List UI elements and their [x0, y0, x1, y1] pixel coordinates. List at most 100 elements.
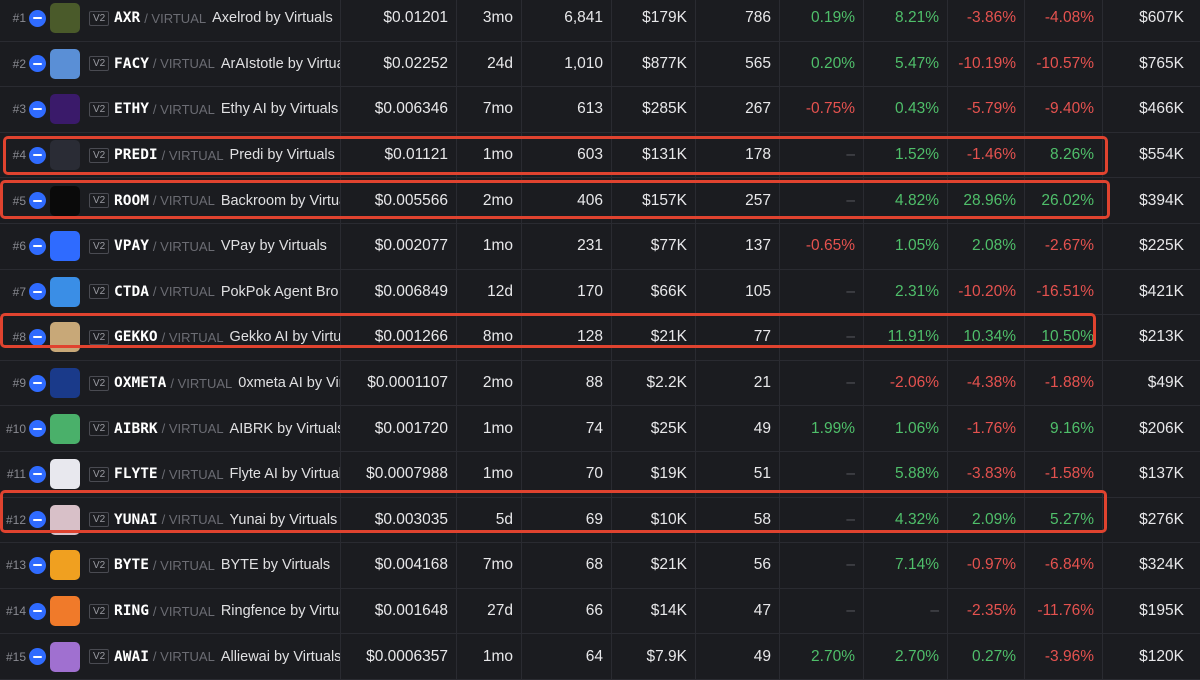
token-symbol: OXMETA	[114, 375, 167, 392]
txns-cell: 70	[585, 465, 603, 483]
makers-cell: 21	[753, 374, 771, 392]
change-5m-cell: –	[846, 328, 855, 346]
table-row[interactable]: #10 V2 AIBRK / VIRTUAL AIBRK by Virtuals…	[0, 406, 1200, 452]
change-5m-cell: –	[846, 146, 855, 164]
chain-icon	[29, 178, 46, 223]
table-row[interactable]: #11 V2 FLYTE / VIRTUAL Flyte AI by Virtu…	[0, 451, 1200, 498]
table-row[interactable]: #12 V2 YUNAI / VIRTUAL Yunai by Virtuals…	[0, 497, 1200, 544]
token-logo	[50, 634, 80, 679]
token-name-cell[interactable]: GEKKO / VIRTUAL Gekko AI by Virtuals	[114, 315, 340, 360]
txns-cell: 231	[577, 237, 603, 255]
token-pair: / VIRTUAL	[170, 375, 233, 391]
token-symbol: RING	[114, 603, 149, 620]
token-logo	[50, 361, 80, 406]
volume-cell: $10K	[650, 510, 687, 528]
token-symbol: VPAY	[114, 238, 149, 255]
chain-icon	[29, 42, 46, 87]
token-name-cell[interactable]: AXR / VIRTUAL Axelrod by Virtuals	[114, 0, 340, 41]
token-name-cell[interactable]: PREDI / VIRTUAL Predi by Virtuals	[114, 133, 340, 178]
token-name-cell[interactable]: OXMETA / VIRTUAL 0xmeta AI by Virtuals	[114, 361, 340, 406]
token-name-cell[interactable]: CTDA / VIRTUAL PokPok Agent Bro	[114, 270, 340, 315]
token-name-cell[interactable]: AWAI / VIRTUAL Alliewai by Virtuals	[114, 634, 340, 679]
change-6h-cell: -1.76%	[966, 419, 1016, 437]
change-6h-cell: -2.35%	[966, 602, 1016, 620]
change-24h-cell: -10.57%	[1036, 54, 1094, 72]
change-6h-cell: -10.19%	[958, 54, 1016, 72]
token-name-cell[interactable]: ETHY / VIRTUAL Ethy AI by Virtuals	[114, 87, 340, 132]
age-cell: 3mo	[482, 9, 513, 27]
token-name-cell[interactable]: AIBRK / VIRTUAL AIBRK by Virtuals	[114, 406, 340, 451]
makers-cell: 178	[745, 146, 771, 164]
table-row[interactable]: #5 V2 ROOM / VIRTUAL Backroom by Virtual…	[0, 178, 1200, 224]
txns-cell: 170	[577, 282, 603, 300]
token-full-name: Backroom by Virtuals	[220, 192, 340, 209]
table-row[interactable]: #6 V2 VPAY / VIRTUAL VPay by Virtuals $0…	[0, 223, 1200, 270]
change-5m-cell: –	[846, 510, 855, 528]
change-5m-cell: –	[846, 465, 855, 483]
change-24h-cell: -1.88%	[1044, 374, 1094, 392]
change-1h-cell: 1.05%	[895, 237, 939, 255]
chain-icon	[29, 87, 46, 132]
change-6h-cell: 10.34%	[963, 328, 1016, 346]
change-6h-cell: -4.38%	[966, 374, 1016, 392]
version-badge: V2	[89, 589, 110, 634]
table-row[interactable]: #15 V2 AWAI / VIRTUAL Alliewai by Virtua…	[0, 634, 1200, 680]
token-name-cell[interactable]: FACY / VIRTUAL ArAIstotle by Virtuals	[114, 42, 340, 87]
change-1h-cell: 2.70%	[895, 647, 939, 665]
token-name-cell[interactable]: RING / VIRTUAL Ringfence by Virtuals	[114, 589, 340, 634]
rank-label: #4	[12, 148, 26, 163]
table-row[interactable]: #7 V2 CTDA / VIRTUAL PokPok Agent Bro $0…	[0, 269, 1200, 316]
volume-cell: $2.2K	[646, 374, 687, 392]
token-pair: / VIRTUAL	[152, 101, 215, 117]
change-24h-cell: 8.26%	[1050, 146, 1094, 164]
change-6h-cell: -1.46%	[966, 146, 1016, 164]
version-badge: V2	[89, 0, 110, 41]
price-cell: $0.006346	[374, 100, 448, 118]
liquidity-cell: $137K	[1139, 465, 1184, 483]
age-cell: 27d	[487, 602, 513, 620]
token-name-cell[interactable]: ROOM / VIRTUAL Backroom by Virtuals	[114, 178, 340, 223]
change-5m-cell: –	[846, 191, 855, 209]
table-row[interactable]: #4 V2 PREDI / VIRTUAL Predi by Virtuals …	[0, 132, 1200, 179]
chain-icon	[29, 406, 46, 451]
token-pair: / VIRTUAL	[152, 238, 215, 254]
change-24h-cell: -2.67%	[1044, 237, 1094, 255]
table-row[interactable]: #9 V2 OXMETA / VIRTUAL 0xmeta AI by Virt…	[0, 360, 1200, 407]
change-24h-cell: 26.02%	[1041, 191, 1094, 209]
makers-cell: 49	[753, 647, 771, 665]
rank-label: #13	[5, 558, 26, 573]
table-row[interactable]: #14 V2 RING / VIRTUAL Ringfence by Virtu…	[0, 588, 1200, 635]
txns-cell: 69	[585, 510, 603, 528]
token-name-cell[interactable]: YUNAI / VIRTUAL Yunai by Virtuals	[114, 498, 340, 543]
chain-icon	[29, 498, 46, 543]
change-6h-cell: 0.27%	[972, 647, 1016, 665]
volume-cell: $285K	[642, 100, 687, 118]
token-name-cell[interactable]: BYTE / VIRTUAL BYTE by Virtuals	[114, 543, 340, 588]
token-full-name: Gekko AI by Virtuals	[229, 329, 340, 346]
price-cell: $0.001266	[374, 328, 448, 346]
table-row[interactable]: #13 V2 BYTE / VIRTUAL BYTE by Virtuals $…	[0, 543, 1200, 589]
token-symbol: AXR	[114, 10, 141, 27]
token-name-cell[interactable]: FLYTE / VIRTUAL Flyte AI by Virtuals	[114, 452, 340, 497]
token-full-name: Alliewai by Virtuals	[220, 648, 340, 665]
token-name-cell[interactable]: VPAY / VIRTUAL VPay by Virtuals	[114, 224, 340, 269]
price-cell: $0.01121	[384, 146, 449, 164]
price-cell: $0.005566	[374, 191, 448, 209]
age-cell: 1mo	[482, 465, 513, 483]
table-row[interactable]: #1 V2 AXR / VIRTUAL Axelrod by Virtuals …	[0, 0, 1200, 42]
table-row[interactable]: #8 V2 GEKKO / VIRTUAL Gekko AI by Virtua…	[0, 315, 1200, 361]
age-cell: 1mo	[482, 146, 513, 164]
token-pair: / VIRTUAL	[152, 56, 215, 72]
table-row[interactable]: #2 V2 FACY / VIRTUAL ArAIstotle by Virtu…	[0, 41, 1200, 88]
txns-cell: 6,841	[564, 9, 603, 27]
version-badge: V2	[89, 133, 110, 178]
version-badge: V2	[89, 87, 110, 132]
change-6h-cell: -3.86%	[966, 9, 1016, 27]
price-cell: $0.001720	[374, 419, 448, 437]
price-cell: $0.001648	[374, 602, 448, 620]
table-row[interactable]: #3 V2 ETHY / VIRTUAL Ethy AI by Virtuals…	[0, 87, 1200, 133]
txns-cell: 613	[577, 100, 603, 118]
token-pair: / VIRTUAL	[161, 329, 224, 345]
makers-cell: 56	[753, 556, 771, 574]
token-symbol: ROOM	[114, 192, 149, 209]
